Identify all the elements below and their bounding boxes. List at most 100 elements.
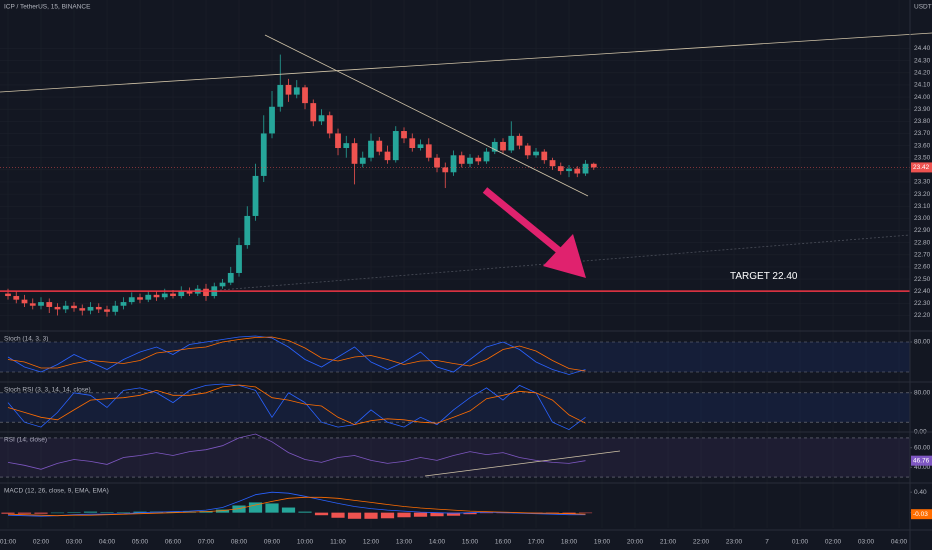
candle-body	[269, 106, 275, 134]
candle-body	[541, 151, 548, 161]
candle-body	[574, 168, 581, 174]
candle-body	[13, 296, 20, 300]
candle-body	[170, 293, 176, 297]
y-unit: USDT	[914, 4, 932, 11]
histogram-bar	[578, 512, 593, 514]
x-tick-label: 17:00	[528, 539, 545, 546]
y-tick-label: 23.90	[914, 106, 931, 113]
y-tick-label: 23.10	[914, 203, 931, 210]
candle-body	[104, 309, 110, 312]
candle-body	[566, 168, 572, 172]
indicator-title: MACD (12, 26, close, 9, EMA, EMA)	[4, 488, 109, 495]
x-tick-label: 06:00	[165, 539, 182, 546]
histogram-bar	[413, 512, 428, 517]
x-tick-label: 13:00	[396, 539, 413, 546]
x-tick-label: 21:00	[660, 539, 677, 546]
candle-body	[590, 163, 597, 168]
last-price-label: 23.42	[913, 164, 930, 171]
candle-body	[95, 306, 102, 310]
indicator-line	[7, 336, 586, 372]
x-tick-label: 23:00	[726, 539, 743, 546]
candle-body	[359, 157, 366, 164]
candle-body	[203, 288, 209, 297]
chart-title: ICP / TetherUS, 15, BINANCE	[4, 4, 91, 11]
candle-body	[335, 133, 341, 149]
candle-body	[384, 151, 391, 161]
candle-body	[236, 245, 242, 273]
value-label: -0.03	[913, 511, 928, 518]
candle-body	[252, 175, 259, 216]
x-tick-label: 03:00	[858, 539, 875, 546]
x-tick-label: 05:00	[132, 539, 149, 546]
indicator-line	[7, 433, 586, 470]
candle-body	[524, 145, 531, 156]
candle-body	[128, 297, 135, 303]
annotation: TARGET 22.40	[730, 271, 798, 282]
candle-body	[87, 306, 94, 311]
x-tick-label: 7	[765, 539, 769, 546]
histogram-bar	[479, 512, 494, 514]
histogram-bar	[364, 512, 378, 519]
candle-body	[293, 87, 300, 95]
x-tick-label: 10:00	[297, 539, 314, 546]
candle-body	[5, 293, 11, 297]
candle-body	[145, 294, 152, 300]
histogram-bar	[50, 512, 65, 514]
y-tick-label: 23.00	[914, 215, 931, 222]
candle-body	[326, 115, 333, 134]
candle-body	[442, 167, 449, 173]
histogram-bar	[397, 512, 411, 518]
x-tick-label: 20:00	[627, 539, 644, 546]
candle-body	[450, 155, 457, 173]
histogram-bar	[331, 512, 345, 518]
histogram-bar	[380, 512, 395, 519]
histogram-bar	[248, 502, 263, 513]
candle-body	[549, 160, 556, 167]
indicator-line	[7, 383, 586, 431]
band-fill	[0, 392, 910, 423]
x-tick-label: 09:00	[264, 539, 281, 546]
y-tick-label: 24.20	[914, 70, 931, 77]
y-tick-label: 23.70	[914, 130, 931, 137]
histogram-bar	[166, 511, 180, 513]
histogram-bar	[281, 507, 296, 513]
last-price-box	[911, 162, 932, 173]
y-tick-label: 22.90	[914, 227, 931, 234]
x-tick-label: 02:00	[825, 539, 842, 546]
candle-body	[260, 133, 267, 176]
y-tick-label: 22.80	[914, 239, 931, 246]
histogram-bar	[1, 512, 15, 514]
candle-body	[392, 131, 399, 161]
candle-body	[21, 299, 28, 304]
candle-body	[425, 144, 432, 158]
candle-body	[401, 131, 407, 139]
histogram-bar	[116, 512, 131, 513]
candle-body	[285, 84, 292, 95]
y-tick-label: 23.60	[914, 142, 931, 149]
candle-body	[582, 163, 589, 174]
y-tick-label: 60.00	[914, 444, 931, 451]
x-tick-label: 01:00	[792, 539, 809, 546]
candle-body	[491, 141, 498, 152]
candle-body	[227, 272, 234, 283]
value-label: 46.76	[913, 457, 930, 464]
y-tick-label: 22.70	[914, 251, 931, 258]
y-tick-label: 80.00	[914, 390, 931, 397]
candle-body	[38, 302, 44, 306]
histogram-bar	[133, 511, 147, 513]
histogram-bar	[67, 512, 81, 513]
x-tick-label: 08:00	[231, 539, 248, 546]
candle-body	[219, 282, 226, 287]
band-fill	[0, 342, 910, 372]
x-tick-label: 14:00	[429, 539, 446, 546]
x-tick-label: 04:00	[99, 539, 116, 546]
x-tick-label: 07:00	[198, 539, 215, 546]
histogram-bar	[562, 512, 576, 514]
candle-body	[351, 143, 358, 164]
x-tick-label: 04:00	[891, 539, 908, 546]
y-tick-label: 80.00	[914, 339, 931, 346]
candle-body	[54, 306, 61, 310]
